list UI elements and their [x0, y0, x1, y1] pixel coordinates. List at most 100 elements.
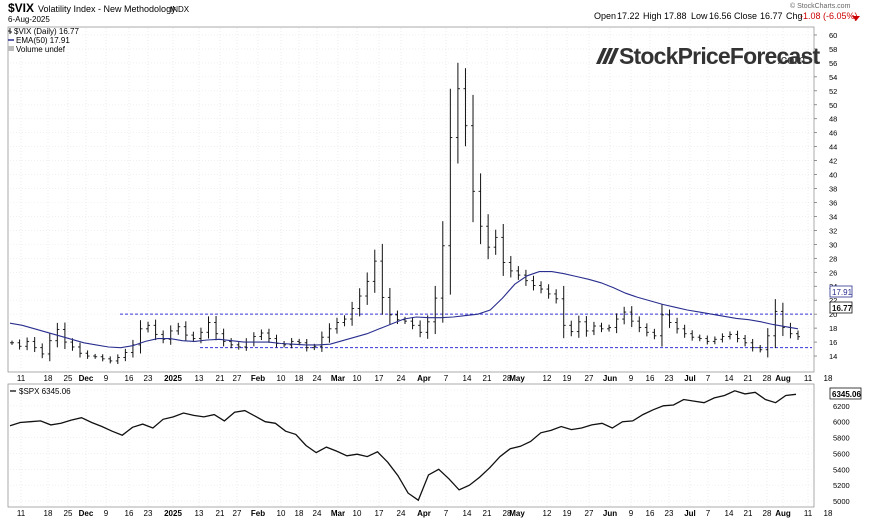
x-tick-label: 17: [375, 509, 384, 518]
high-label: High: [643, 11, 662, 21]
x-tick-label: 19: [563, 509, 572, 518]
price-bar: [410, 317, 415, 330]
x-tick-label: 16: [646, 509, 655, 518]
y-tick-label: 5000: [833, 497, 850, 506]
open-value: 17.22: [617, 11, 640, 21]
price-bar: [259, 329, 264, 341]
x-tick-label: 24: [313, 509, 322, 518]
x-tick-label: May: [509, 509, 525, 518]
price-bar: [788, 322, 793, 339]
spx-panel-y-axis: 50005200540056005800600062006400: [833, 386, 850, 506]
y-tick-label: 16: [829, 338, 837, 347]
x-tick-label: 7: [706, 374, 711, 383]
y-tick-label: 58: [829, 45, 837, 54]
price-bar: [425, 315, 430, 339]
y-tick-label: 42: [829, 157, 837, 166]
price-bar: [743, 334, 748, 347]
price-bar: [380, 243, 385, 315]
x-tick-label: 10: [277, 374, 286, 383]
price-bar: [531, 275, 536, 291]
price-bar: [576, 315, 581, 338]
high-value: 17.88: [664, 11, 687, 21]
x-tick-label: 18: [295, 374, 304, 383]
y-tick-label: 6200: [833, 402, 850, 411]
watermark-suffix: .com: [777, 52, 805, 67]
price-bar: [236, 342, 241, 350]
price-bar: [622, 306, 627, 325]
price-bar: [123, 348, 128, 362]
y-tick-label: 26: [829, 268, 837, 277]
y-tick-label: 5600: [833, 449, 850, 458]
x-tick-label: 18: [44, 509, 53, 518]
x-tick-label: 16: [646, 374, 655, 383]
price-bar: [591, 321, 596, 336]
price-bar: [667, 309, 672, 328]
x-tick-label: 17: [375, 374, 384, 383]
x-tick-label: Aug: [775, 509, 791, 518]
x-tick-label: 14: [725, 509, 734, 518]
price-bar: [342, 315, 347, 327]
price-bar: [183, 321, 188, 341]
y-tick-label: 5200: [833, 481, 850, 490]
price-bar: [508, 255, 513, 278]
price-bar: [463, 68, 468, 147]
price-bar: [357, 288, 362, 317]
x-tick-label: 24: [397, 374, 406, 383]
price-bar: [47, 333, 52, 362]
price-bar: [289, 338, 294, 349]
price-bar: [780, 302, 785, 337]
spx-legend-text: $SPX 6345.06: [19, 387, 71, 396]
x-tick-label: May: [509, 374, 525, 383]
price-bar: [161, 330, 166, 344]
price-bar: [486, 214, 491, 260]
price-bar: [350, 301, 355, 326]
price-bar: [523, 269, 528, 286]
y-tick-label: 44: [829, 143, 837, 152]
price-bar: [455, 62, 460, 164]
x-tick-label: 21: [216, 374, 225, 383]
price-bar: [10, 340, 14, 345]
chart-description: Volatility Index - New Methodology: [38, 4, 176, 14]
x-tick-label: 11: [17, 509, 26, 518]
price-bar: [727, 331, 732, 340]
watermark-bars-icon: [596, 48, 619, 64]
price-bar: [108, 356, 113, 364]
x-tick-label: 14: [463, 374, 472, 383]
x-tick-label: 10: [353, 374, 362, 383]
price-bar: [62, 322, 67, 350]
chg-value: -1.08 (-6.05%): [800, 11, 858, 21]
x-tick-label: 18: [295, 509, 304, 518]
price-panel-frame: [7, 26, 815, 373]
price-bar: [327, 323, 332, 343]
price-bar: [40, 343, 45, 359]
price-bar: [365, 272, 370, 305]
price-bar: [599, 322, 604, 333]
x-tick-label: 11: [17, 374, 26, 383]
x-tick-label: 23: [144, 509, 153, 518]
y-tick-label: 22: [829, 296, 837, 305]
x-tick-label: 27: [233, 374, 242, 383]
price-bar: [319, 331, 324, 352]
price-bar: [130, 339, 135, 358]
price-bar: [138, 320, 143, 354]
price-bar: [569, 320, 574, 337]
x-tick-label: 9: [629, 374, 634, 383]
y-tick-label: 54: [829, 73, 837, 82]
legend-volume: Volume undef: [16, 45, 66, 54]
price-bar: [637, 316, 642, 333]
x-tick-label: Mar: [331, 509, 345, 518]
x-tick-label: 12: [543, 509, 552, 518]
x-tick-label: Mar: [331, 374, 345, 383]
price-bar: [372, 249, 377, 293]
spx-panel-frame: [7, 383, 815, 508]
chart-exchange: INDX: [170, 5, 190, 14]
x-tick-label: 2025: [164, 374, 182, 383]
x-tick-label: 11: [804, 374, 813, 383]
price-bar: [25, 337, 30, 351]
x-tick-label: 21: [216, 509, 225, 518]
price-panel-vgrid: [20, 28, 809, 370]
x-tick-label: 21: [744, 374, 753, 383]
x-tick-label: 21: [483, 374, 492, 383]
spx-line: [9, 390, 797, 502]
price-bar: [659, 304, 664, 347]
